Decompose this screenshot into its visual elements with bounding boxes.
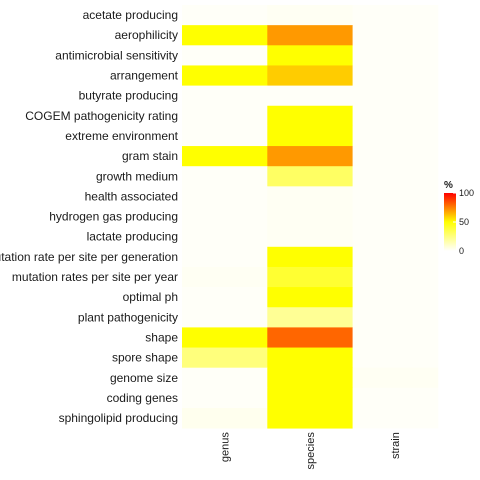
heatmap-cell: [182, 408, 268, 429]
heatmap-cell: [182, 186, 268, 207]
heatmap-cell: [267, 387, 353, 409]
row-label: butyrate producing: [79, 89, 178, 103]
heatmap-cell: [352, 146, 439, 167]
row-labels: acetate producing aerophilicity antimicrob…: [0, 8, 179, 425]
heatmap-cell: [352, 327, 439, 348]
heatmap-cell: [352, 25, 439, 46]
heatmap-cell: [182, 85, 268, 107]
heatmap-cell: [352, 367, 439, 389]
heatmap-cell: [267, 85, 353, 107]
heatmap-cell: [182, 125, 268, 147]
heatmap-cell: [267, 246, 353, 268]
heatmap-cell: [182, 307, 268, 328]
heatmap-cell: [267, 408, 353, 429]
heatmap-cell: [182, 5, 268, 26]
heatmap-cell: [182, 347, 268, 369]
heatmap-cell: [267, 25, 353, 46]
heatmap-cell: [352, 226, 439, 248]
heatmap-cell: [352, 307, 439, 328]
heatmap-cell: [267, 146, 353, 167]
heatmap-cell: [267, 65, 353, 86]
row-label: coding genes: [107, 391, 178, 405]
heatmap-cell: [182, 25, 268, 46]
row-label: shape: [145, 330, 178, 344]
column-labels: genus species strain: [220, 432, 403, 470]
heatmap-cell: [182, 206, 268, 228]
row-label: spore shape: [112, 351, 178, 365]
legend-tick-label: 0: [459, 246, 464, 256]
heatmap-cell: [352, 166, 439, 187]
heatmap-cell: [182, 65, 268, 86]
row-label: hydrogen gas producing: [49, 210, 178, 224]
heatmap-cell: [352, 5, 439, 26]
heatmap-cell: [352, 65, 439, 86]
legend-ticks: 0 50 100: [453, 188, 474, 256]
heatmap-cell: [352, 246, 439, 268]
legend: % 0 50 100: [444, 180, 474, 256]
heatmap-cell: [267, 307, 353, 328]
row-label: mutation rate per site per generation: [0, 250, 178, 264]
heatmap-cell: [352, 85, 439, 107]
heatmap-cell: [182, 367, 268, 389]
heatmap-cell: [352, 45, 439, 66]
heatmap-cell: [352, 186, 439, 207]
heatmap-cell: [267, 266, 353, 288]
heatmap-cell: [267, 327, 353, 348]
heatmap-cell: [352, 387, 439, 409]
heatmap-cell: [182, 226, 268, 248]
column-label: strain: [390, 432, 402, 459]
heatmap-cell: [182, 287, 268, 308]
heatmap-cell: [182, 105, 268, 127]
heatmap-cell: [267, 45, 353, 66]
legend-title: %: [444, 180, 453, 191]
heatmap-cell: [352, 105, 439, 127]
heatmap-cell: [352, 266, 439, 288]
column-label: species: [305, 432, 317, 470]
row-label: optimal ph: [123, 290, 178, 304]
row-label: plant pathogenicity: [78, 310, 178, 324]
heatmap-cells: [182, 5, 439, 429]
legend-colorbar: [444, 193, 456, 251]
heatmap-cell: [182, 387, 268, 409]
heatmap-cell: [182, 246, 268, 268]
column-label: genus: [220, 432, 232, 462]
row-label: extreme environment: [65, 129, 178, 143]
row-label: gram stain: [122, 149, 178, 163]
heatmap-cell: [182, 327, 268, 348]
heatmap-cell: [352, 206, 439, 228]
heatmap-cell: [352, 125, 439, 147]
heatmap-cell: [182, 166, 268, 187]
heatmap-cell: [352, 347, 439, 369]
heatmap-cell: [182, 266, 268, 288]
heatmap-cell: [182, 146, 268, 167]
heatmap-cell: [267, 125, 353, 147]
heatmap-cell: [267, 166, 353, 187]
row-label: genome size: [110, 371, 178, 385]
row-label: acetate producing: [83, 8, 178, 22]
row-label: antimicrobial sensitivity: [55, 48, 178, 62]
legend-tick-label: 50: [459, 217, 469, 227]
row-label: aerophilicity: [115, 28, 178, 42]
heatmap-cell: [267, 367, 353, 389]
row-label: lactate producing: [87, 230, 178, 244]
row-label: sphingolipid producing: [59, 411, 178, 425]
row-label: arrangement: [110, 69, 179, 83]
heatmap-cell: [267, 226, 353, 248]
row-label: health associated: [85, 189, 178, 203]
heatmap-cell: [267, 347, 353, 369]
row-label: growth medium: [96, 169, 178, 183]
heatmap-cell: [267, 186, 353, 207]
heatmap-cell: [267, 206, 353, 228]
heatmap-cell: [267, 105, 353, 127]
heatmap-cell: [267, 5, 353, 26]
heatmap-cell: [182, 45, 268, 66]
row-label: mutation rates per site per year: [12, 270, 178, 284]
heatmap-cell: [352, 408, 439, 429]
legend-tick-label: 100: [459, 188, 474, 198]
heatmap-cell: [352, 287, 439, 308]
heatmap-cell: [267, 287, 353, 308]
row-label: COGEM pathogenicity rating: [25, 109, 178, 123]
